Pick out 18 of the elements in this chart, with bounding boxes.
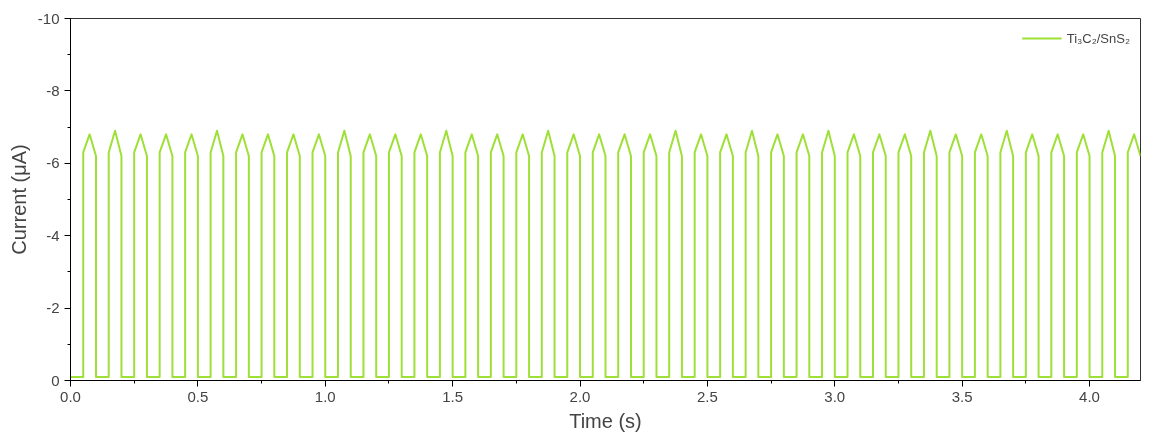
x-tick-label: 4.0 <box>1079 387 1100 405</box>
x-tick-label: 0.0 <box>60 387 81 405</box>
x-tick-label: 1.5 <box>442 387 464 405</box>
legend-label: Ti₃C₂/SnS₂ <box>1066 30 1130 46</box>
y-tick-label: -4 <box>46 226 60 244</box>
x-tick-label: 2.5 <box>696 387 718 405</box>
x-tick-label: 2.0 <box>569 387 591 405</box>
x-axis-title: Time (s) <box>569 409 642 432</box>
x-tick-label: 3.5 <box>951 387 973 405</box>
y-axis-title: Current (μA) <box>7 144 30 255</box>
y-tick-label: -2 <box>46 299 60 317</box>
x-tick-label: 0.5 <box>187 387 209 405</box>
y-tick-label: -10 <box>37 9 60 27</box>
y-tick-label: 0 <box>51 371 60 389</box>
x-tick-label: 3.0 <box>824 387 846 405</box>
y-tick-label: -6 <box>46 154 60 172</box>
x-tick-label: 1.0 <box>314 387 336 405</box>
y-tick-label: -8 <box>46 81 60 99</box>
